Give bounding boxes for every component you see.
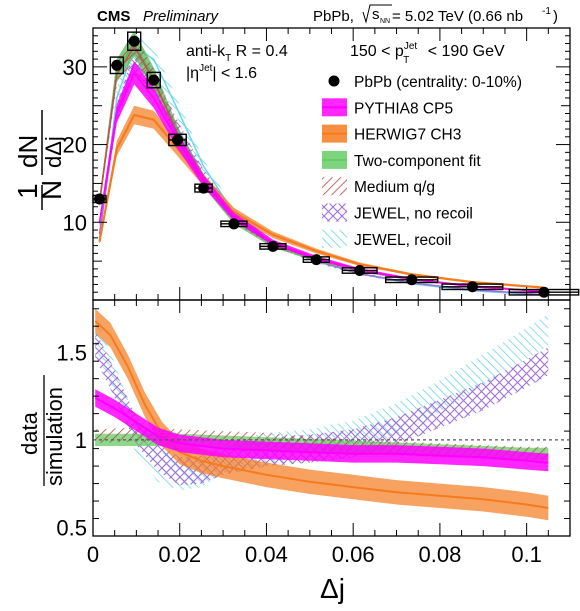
legend-marker — [328, 75, 340, 87]
xtick-label: 0.06 — [332, 542, 375, 567]
pt-range-label: 150 < pJet T < 190 GeV — [350, 41, 505, 66]
legend-label: JEWEL, recoil — [354, 232, 451, 249]
ylabel-data: data — [17, 411, 42, 455]
legend-label: Two-component fit — [354, 153, 481, 170]
ratio-bands — [94, 308, 549, 521]
data-point — [406, 274, 418, 286]
status-label: Preliminary — [143, 8, 220, 25]
bottom-ylabel: data simulation — [17, 375, 67, 486]
ratio-band-pythia8-cp5 — [95, 389, 549, 472]
dataset-prefix: PbPb, — [313, 8, 354, 25]
xtick-label: 0.1 — [511, 542, 542, 567]
eta-label: |ηJet| < 1.6 — [186, 63, 257, 82]
legend-entry-herwig7-ch3: HERWIG7 CH3 — [322, 124, 461, 144]
ratio-line-pythia8-cp5 — [94, 397, 549, 464]
bottom-axis-ticks: 0 0.02 0.04 0.06 0.08 0.1 0.5 1 1.5 — [56, 300, 571, 567]
data-point — [267, 240, 279, 252]
legend-label: HERWIG7 CH3 — [354, 127, 461, 144]
data-point — [310, 254, 322, 266]
data-point — [111, 59, 123, 71]
ylabel-N: N — [36, 180, 67, 200]
top-model-bands — [98, 30, 545, 297]
ratio-ytick-label: 0.5 — [56, 515, 87, 540]
algo-label: anti-kT R = 0.4 — [186, 43, 288, 64]
ratio-band-herwig7-ch3 — [95, 308, 549, 521]
sqrt-s: s — [372, 6, 380, 23]
ylabel-ddj: dΔj — [41, 136, 66, 168]
xtick-label: 0.02 — [158, 542, 201, 567]
legend-swatch — [322, 229, 347, 248]
dataset-info: PbPb, s NN = 5.02 TeV (0.66 nb -1 ) — [313, 4, 558, 25]
close-paren: ) — [553, 8, 558, 25]
legend-entry-two-component-fit: Two-component fit — [322, 150, 481, 170]
energy-lumi: = 5.02 TeV (0.66 nb — [392, 8, 523, 25]
legend-swatch — [322, 203, 347, 222]
sqrt-s-sub: NN — [380, 18, 390, 25]
experiment-label: CMS — [97, 8, 130, 25]
data-point — [148, 74, 160, 86]
svg-text:PbPb,: PbPb, — [313, 8, 354, 25]
sqrt-symbol — [362, 4, 392, 24]
top-ylabel: 1 N dN dΔj — [12, 110, 67, 210]
data-point — [128, 35, 140, 47]
legend-label: PbPb (centrality: 0-10%) — [354, 74, 522, 91]
data-point — [94, 193, 106, 205]
ratio-ytick-label: 1.5 — [56, 340, 87, 365]
data-point — [354, 264, 366, 276]
ylabel-dN: dN — [13, 135, 43, 168]
ylabel-simulation: simulation — [42, 387, 67, 486]
legend-entry-pbpb-centrality-0-10: PbPb (centrality: 0-10%) — [328, 74, 522, 91]
legend-entry-pythia8-cp5: PYTHIA8 CP5 — [322, 98, 453, 117]
legend-label: PYTHIA8 CP5 — [354, 100, 453, 117]
legend-entry-medium-q-g: Medium q/g — [322, 177, 435, 196]
top-axis-ticks: 10 20 30 — [63, 27, 571, 301]
data-point — [466, 281, 478, 293]
top-data-points — [92, 31, 580, 298]
xtick-label: 0.04 — [245, 542, 288, 567]
legend-label: Medium q/g — [354, 179, 435, 196]
data-point — [198, 182, 210, 194]
xtick-label: 0 — [87, 542, 99, 567]
ylabel-1: 1 — [12, 183, 43, 199]
xtick-label: 0.08 — [418, 542, 461, 567]
legend-label: JEWEL, no recoil — [354, 206, 473, 223]
legend-entry-jewel-recoil: JEWEL, recoil — [322, 229, 451, 249]
top-ytick-label: 30 — [63, 55, 87, 80]
lumi-exponent: -1 — [542, 6, 551, 17]
ratio-ytick-label: 1 — [75, 428, 87, 453]
data-point — [538, 286, 550, 298]
top-band-medium-q-g — [99, 34, 544, 292]
top-ytick-label: 20 — [63, 133, 87, 158]
data-point — [172, 134, 184, 146]
legend: PbPb (centrality: 0-10%) PYTHIA8 CP5 HERWI… — [322, 74, 522, 249]
data-point — [228, 218, 240, 230]
xlabel: Δj — [320, 573, 345, 604]
jet-annotations: anti-kT R = 0.4 |ηJet| < 1.6 150 < pJet T… — [186, 41, 505, 82]
legend-entry-jewel-no-recoil: JEWEL, no recoil — [322, 203, 473, 223]
legend-swatch — [322, 177, 347, 196]
top-ytick-label: 10 — [63, 210, 87, 235]
ratio-line-herwig7-ch3 — [94, 320, 549, 509]
